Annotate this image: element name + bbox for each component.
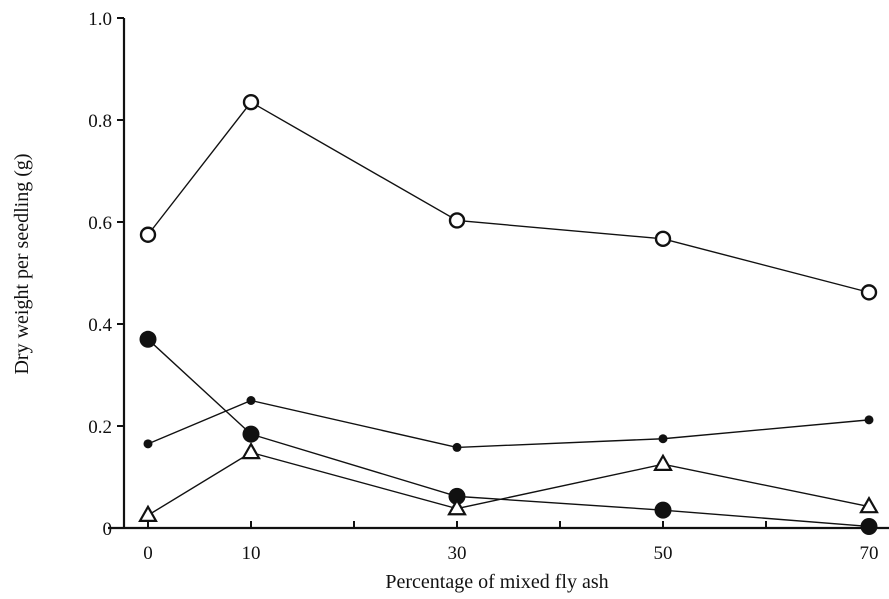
data-point: [139, 226, 157, 243]
data-point: [143, 439, 153, 449]
x-axis-title: Percentage of mixed fly ash: [385, 571, 608, 593]
data-point: [452, 442, 462, 452]
data-point: [242, 425, 260, 443]
data-point: [448, 212, 466, 229]
axes: [108, 18, 889, 530]
data-point: [242, 93, 260, 111]
data-point: [860, 517, 878, 535]
data-point: [864, 415, 874, 425]
data-point: [654, 501, 672, 519]
series-2: [139, 330, 878, 535]
data-point: [241, 441, 261, 460]
data-point: [139, 330, 157, 348]
x-tick-label: 10: [242, 543, 261, 564]
y-tick-label: 1.0: [88, 9, 112, 30]
data-point: [860, 284, 878, 301]
y-ticks: 0 0.2 0.4 0.6 0.8 1.0: [88, 9, 124, 540]
data-point: [654, 230, 672, 248]
series-line: [147, 451, 870, 516]
series-line: [147, 101, 870, 294]
y-tick-label: 0: [103, 519, 113, 540]
y-tick-label: 0.4: [88, 315, 112, 336]
data-point: [246, 396, 256, 405]
data-point: [448, 487, 466, 505]
data-point: [138, 504, 158, 522]
y-tick-label: 0.6: [88, 213, 112, 234]
series-3: [143, 396, 874, 452]
x-tick-label: 30: [448, 543, 467, 564]
y-tick-label: 0.8: [88, 111, 112, 132]
x-tick-label: 50: [654, 543, 673, 564]
series-layer: [138, 93, 879, 535]
data-point: [447, 498, 467, 516]
y-axis-title: Dry weight per seedling (g): [11, 153, 33, 374]
series-1: [139, 93, 878, 301]
x-tick-label: 0: [143, 543, 153, 564]
data-point: [658, 434, 668, 444]
x-tick-label: 70: [860, 543, 879, 564]
x-ticks: 0 10 30 50 70: [143, 521, 879, 564]
series-4: [138, 441, 879, 522]
data-point: [859, 495, 879, 514]
data-point: [653, 453, 673, 471]
y-tick-label: 0.2: [88, 417, 112, 438]
